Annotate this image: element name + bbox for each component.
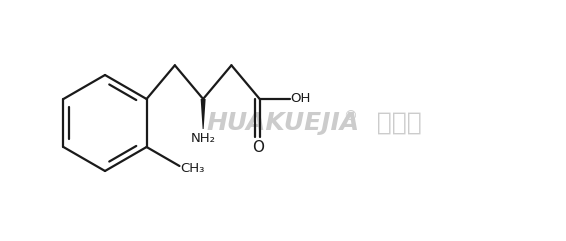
Text: HUAKUEJIA: HUAKUEJIA [207,111,359,135]
Polygon shape [200,99,205,129]
Text: OH: OH [291,92,311,105]
Text: O: O [252,140,264,155]
Text: CH₃: CH₃ [181,161,205,174]
Text: 化学加: 化学加 [368,111,422,135]
Text: NH₂: NH₂ [191,132,216,145]
Text: ®: ® [343,110,357,124]
